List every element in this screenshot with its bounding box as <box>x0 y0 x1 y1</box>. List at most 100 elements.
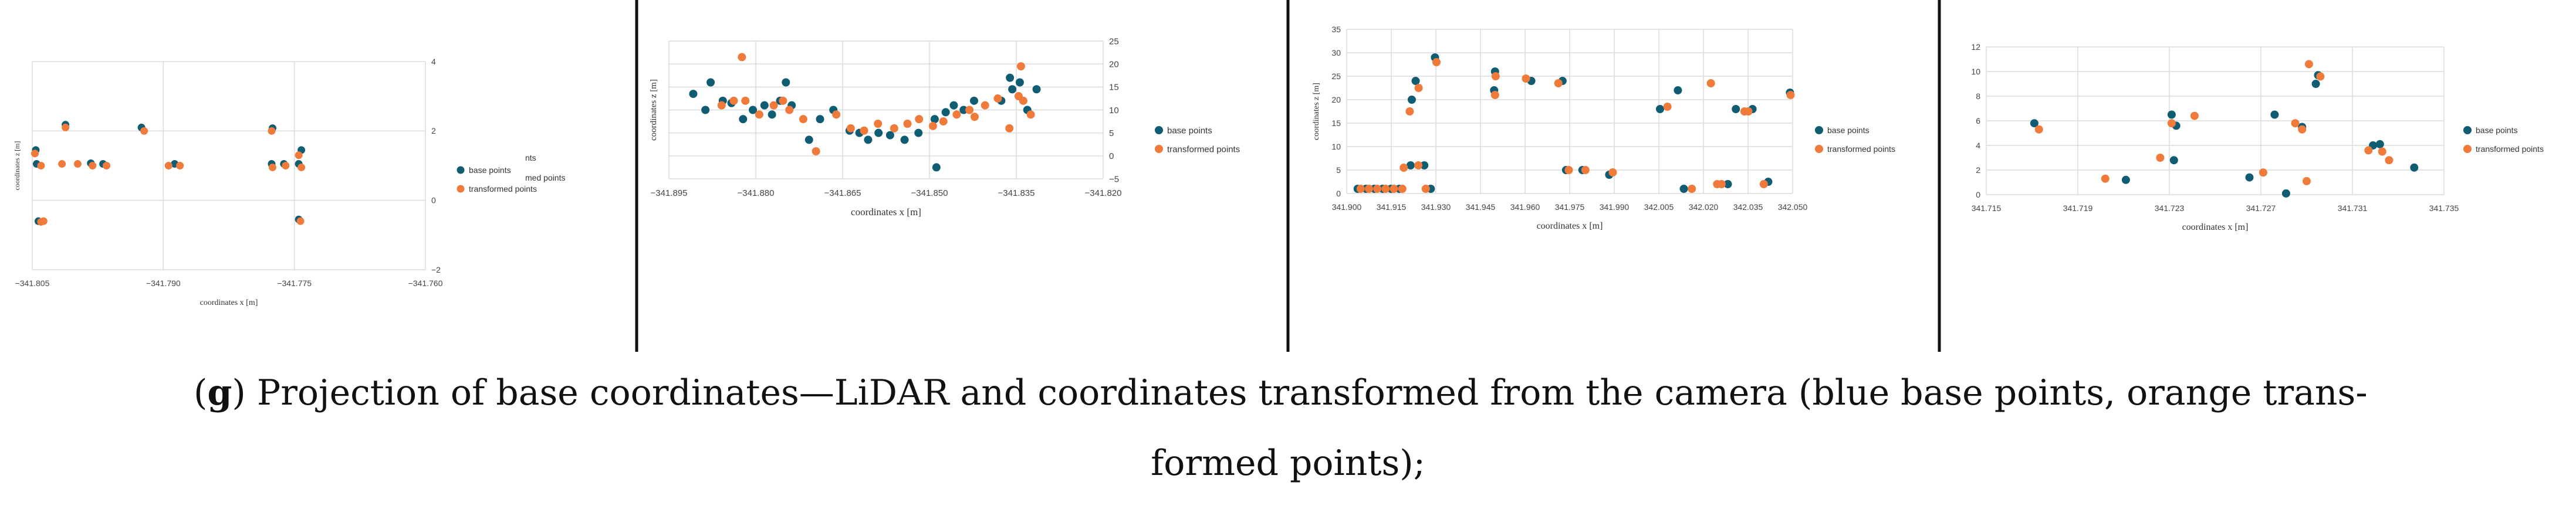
transformed-point <box>903 120 912 128</box>
legend-marker <box>1155 126 1163 134</box>
base-point <box>1032 85 1041 94</box>
transformed-point <box>2364 146 2373 155</box>
chart-panel-1: −341.805 −341.790 −341.775 −341.760 −2 0 2 4 coo… <box>13 57 565 307</box>
y-tick-label: 5 <box>1109 128 1114 138</box>
base-point <box>1656 105 1665 113</box>
x-tick-label: 341.723 <box>2155 203 2185 213</box>
transformed-point <box>785 106 794 114</box>
transformed-point <box>2259 168 2267 177</box>
base-point <box>760 101 769 110</box>
base-point <box>949 101 958 110</box>
chart-panel-4: 341.715 341.719 341.723 341.727 341.731 341.7… <box>1971 42 2544 232</box>
transformed-point <box>1016 62 1025 71</box>
y-axis-label: coordinates z [m] <box>1312 83 1321 140</box>
transformed-point <box>1399 164 1408 172</box>
y-tick-label: 4 <box>431 57 436 66</box>
figure-caption: (g) Projection of base coordinates—LiDAR… <box>194 358 2576 498</box>
x-tick-label: −341.760 <box>408 279 443 288</box>
legend-label: transformed points <box>1167 144 1240 154</box>
y-tick-label: 25 <box>1331 72 1341 81</box>
base-point <box>2167 110 2176 119</box>
x-tick-label: 341.975 <box>1555 202 1585 212</box>
legend-label: transformed points <box>2476 144 2544 154</box>
y-tick-label: 15 <box>1109 83 1119 93</box>
transformed-point <box>799 115 807 124</box>
legend-marker <box>2463 126 2472 134</box>
transformed-point <box>62 123 70 131</box>
legend-marker <box>457 185 465 193</box>
transformed-point <box>1744 107 1753 116</box>
base-point <box>930 115 939 124</box>
transformed-point <box>164 162 173 169</box>
transformed-point <box>140 127 148 135</box>
x-tick-label: 341.930 <box>1421 202 1451 212</box>
transformed-point <box>860 126 868 135</box>
y-tick-label: 10 <box>1109 106 1119 116</box>
transformed-point <box>1026 110 1035 119</box>
transformed-point <box>2304 60 2313 69</box>
base-point <box>1406 161 1415 169</box>
x-tick-label: 341.945 <box>1466 202 1496 212</box>
x-tick-label: 341.960 <box>1510 202 1540 212</box>
legend-marker <box>2463 145 2472 153</box>
x-tick-label: 342.020 <box>1689 202 1719 212</box>
transformed-point <box>1405 107 1414 116</box>
base-point <box>706 78 715 87</box>
x-tick-label: 341.731 <box>2338 203 2368 213</box>
x-tick-label: −341.865 <box>824 188 861 198</box>
x-axis-label: coordinates x [m] <box>2182 222 2249 232</box>
y-tick-label: −5 <box>1109 174 1119 184</box>
transformed-point <box>729 96 738 105</box>
transformed-point <box>1688 185 1696 193</box>
transformed-point <box>37 162 45 169</box>
base-point <box>2375 140 2384 148</box>
legend-marker <box>1155 145 1163 153</box>
transformed-point <box>282 162 290 169</box>
base-point <box>941 108 950 117</box>
base-point <box>1420 161 1429 169</box>
transformed-point <box>1663 103 1672 111</box>
transformed-point <box>2303 176 2311 185</box>
base-point <box>782 78 790 87</box>
x-tick-label: 342.035 <box>1733 202 1763 212</box>
transformed-point <box>1019 96 1027 105</box>
transformed-point <box>1356 185 1365 193</box>
y-axis-label: coordinates z [m] <box>649 79 658 141</box>
transformed-point <box>31 150 39 158</box>
base-point <box>1008 85 1017 94</box>
transformed-point <box>2190 111 2199 120</box>
y-tick-label: 0 <box>1976 190 1980 199</box>
transformed-point <box>952 110 961 119</box>
transformed-point <box>1365 185 1373 193</box>
base-point <box>1723 180 1732 188</box>
y-tick-label: 25 <box>1109 36 1119 46</box>
legend-label: transformed points <box>1827 144 1895 154</box>
base-point <box>2270 110 2279 119</box>
transformed-point <box>769 101 778 110</box>
transformed-point <box>1373 185 1382 193</box>
transformed-point <box>717 101 726 110</box>
transformed-point <box>2385 156 2394 165</box>
y-tick-label: 0 <box>431 196 436 205</box>
base-point <box>959 106 968 114</box>
y-tick-label: −2 <box>431 265 441 274</box>
base-point <box>2410 163 2419 172</box>
transformed-point <box>915 115 924 124</box>
transformed-point <box>1421 185 1430 193</box>
y-tick-label: 10 <box>1331 142 1341 151</box>
transformed-point <box>965 106 974 114</box>
base-point <box>1411 77 1420 85</box>
transformed-point <box>738 53 746 62</box>
x-tick-label: −341.895 <box>651 188 688 198</box>
transformed-point <box>2167 119 2176 128</box>
transformed-point <box>779 96 787 105</box>
transformed-point <box>2101 174 2110 183</box>
x-tick-label: 341.900 <box>1332 202 1362 212</box>
transformed-point <box>89 162 97 169</box>
transformed-point <box>296 217 305 225</box>
y-tick-label: 30 <box>1331 48 1341 57</box>
base-point <box>969 96 978 105</box>
caption-line1: ) Projection of base coordinates—LiDAR a… <box>232 372 2368 413</box>
legend-marker <box>457 166 465 174</box>
x-tick-label: −341.820 <box>1085 188 1122 198</box>
